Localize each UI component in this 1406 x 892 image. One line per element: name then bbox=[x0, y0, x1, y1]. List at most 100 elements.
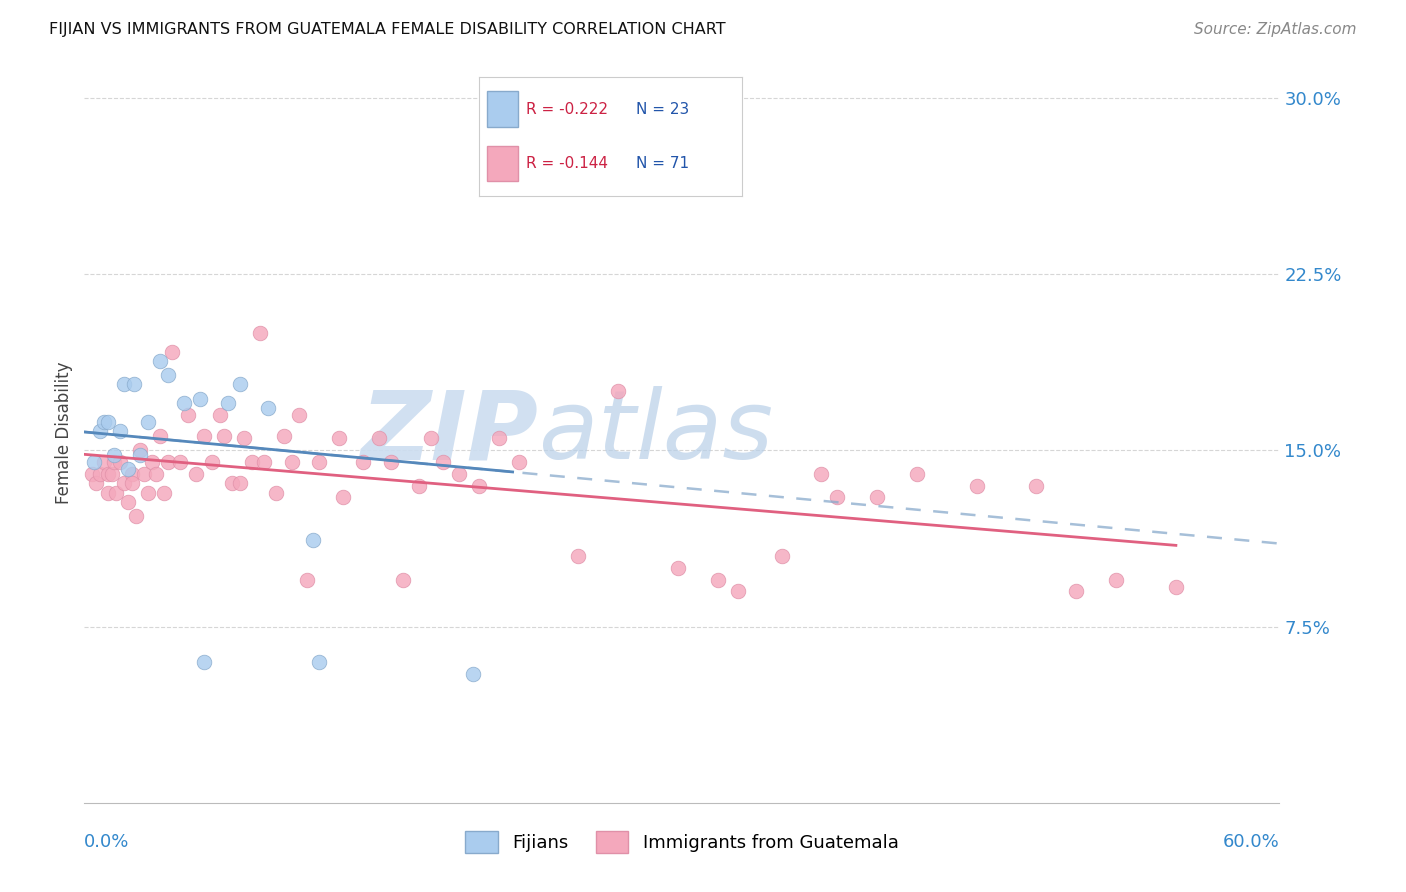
Point bbox=[229, 377, 252, 392]
Point bbox=[149, 354, 172, 368]
Text: Source: ZipAtlas.com: Source: ZipAtlas.com bbox=[1194, 22, 1357, 37]
Y-axis label: Female Disability: Female Disability bbox=[55, 361, 73, 504]
Point bbox=[188, 392, 211, 406]
Point bbox=[136, 485, 159, 500]
Point bbox=[264, 485, 287, 500]
Point bbox=[332, 490, 354, 504]
Point bbox=[905, 467, 928, 481]
Point bbox=[212, 429, 235, 443]
Point bbox=[502, 166, 524, 180]
Point bbox=[217, 396, 239, 410]
Point bbox=[93, 455, 115, 469]
Point bbox=[129, 448, 152, 462]
Point bbox=[103, 448, 125, 462]
Point bbox=[607, 384, 630, 399]
Point bbox=[232, 432, 254, 446]
Point bbox=[727, 584, 749, 599]
Point bbox=[121, 476, 143, 491]
Point bbox=[221, 476, 243, 491]
Point bbox=[368, 432, 391, 446]
Point bbox=[1066, 584, 1088, 599]
Text: FIJIAN VS IMMIGRANTS FROM GUATEMALA FEMALE DISABILITY CORRELATION CHART: FIJIAN VS IMMIGRANTS FROM GUATEMALA FEMA… bbox=[49, 22, 725, 37]
Point bbox=[308, 455, 330, 469]
Point bbox=[160, 344, 183, 359]
Point bbox=[461, 666, 484, 681]
Point bbox=[432, 455, 454, 469]
Point bbox=[122, 377, 145, 392]
Point bbox=[966, 478, 988, 492]
Point bbox=[1105, 573, 1128, 587]
Point bbox=[447, 467, 470, 481]
Point bbox=[145, 467, 167, 481]
Point bbox=[112, 377, 135, 392]
Point bbox=[132, 467, 156, 481]
Point bbox=[273, 429, 295, 443]
Point bbox=[97, 485, 120, 500]
Point bbox=[229, 476, 252, 491]
Point bbox=[141, 455, 163, 469]
Point bbox=[117, 495, 139, 509]
Point bbox=[82, 467, 104, 481]
Point bbox=[110, 425, 132, 439]
Point bbox=[125, 509, 148, 524]
Point bbox=[508, 455, 530, 469]
Point bbox=[83, 455, 105, 469]
Point bbox=[121, 467, 143, 481]
Point bbox=[173, 396, 195, 410]
Point bbox=[770, 549, 793, 563]
Point bbox=[97, 467, 120, 481]
Point bbox=[101, 467, 124, 481]
Text: ZIP: ZIP bbox=[360, 386, 538, 479]
Point bbox=[89, 425, 111, 439]
Point bbox=[408, 478, 430, 492]
Point bbox=[328, 432, 350, 446]
Point bbox=[103, 455, 125, 469]
Point bbox=[420, 432, 443, 446]
Point bbox=[136, 415, 159, 429]
Point bbox=[240, 455, 263, 469]
Point bbox=[866, 490, 889, 504]
Text: 60.0%: 60.0% bbox=[1223, 833, 1279, 851]
Point bbox=[193, 655, 215, 669]
Point bbox=[157, 368, 180, 382]
Point bbox=[93, 415, 115, 429]
Point bbox=[468, 478, 491, 492]
Point bbox=[253, 455, 276, 469]
Point bbox=[157, 455, 180, 469]
Point bbox=[89, 467, 111, 481]
Point bbox=[488, 432, 510, 446]
Point bbox=[280, 455, 302, 469]
Point bbox=[110, 455, 132, 469]
Point bbox=[129, 443, 152, 458]
Point bbox=[380, 455, 402, 469]
Legend: Fijians, Immigrants from Guatemala: Fijians, Immigrants from Guatemala bbox=[458, 824, 905, 861]
Point bbox=[288, 408, 311, 422]
Point bbox=[201, 455, 224, 469]
Point bbox=[308, 655, 330, 669]
Point bbox=[707, 573, 730, 587]
Point bbox=[302, 533, 325, 547]
Point bbox=[117, 462, 139, 476]
Text: 0.0%: 0.0% bbox=[84, 833, 129, 851]
Point bbox=[392, 573, 415, 587]
Point bbox=[352, 455, 374, 469]
Point bbox=[567, 549, 589, 563]
Point bbox=[149, 429, 172, 443]
Point bbox=[1164, 580, 1187, 594]
Point bbox=[177, 408, 200, 422]
Point bbox=[97, 415, 120, 429]
Point bbox=[169, 455, 191, 469]
Point bbox=[153, 485, 176, 500]
Point bbox=[297, 573, 319, 587]
Point bbox=[112, 476, 135, 491]
Point bbox=[1025, 478, 1047, 492]
Point bbox=[184, 467, 207, 481]
Point bbox=[810, 467, 832, 481]
Point bbox=[208, 408, 231, 422]
Point bbox=[666, 561, 689, 575]
Point bbox=[105, 485, 128, 500]
Point bbox=[86, 476, 108, 491]
Text: atlas: atlas bbox=[538, 386, 773, 479]
Point bbox=[827, 490, 849, 504]
Point bbox=[249, 326, 271, 340]
